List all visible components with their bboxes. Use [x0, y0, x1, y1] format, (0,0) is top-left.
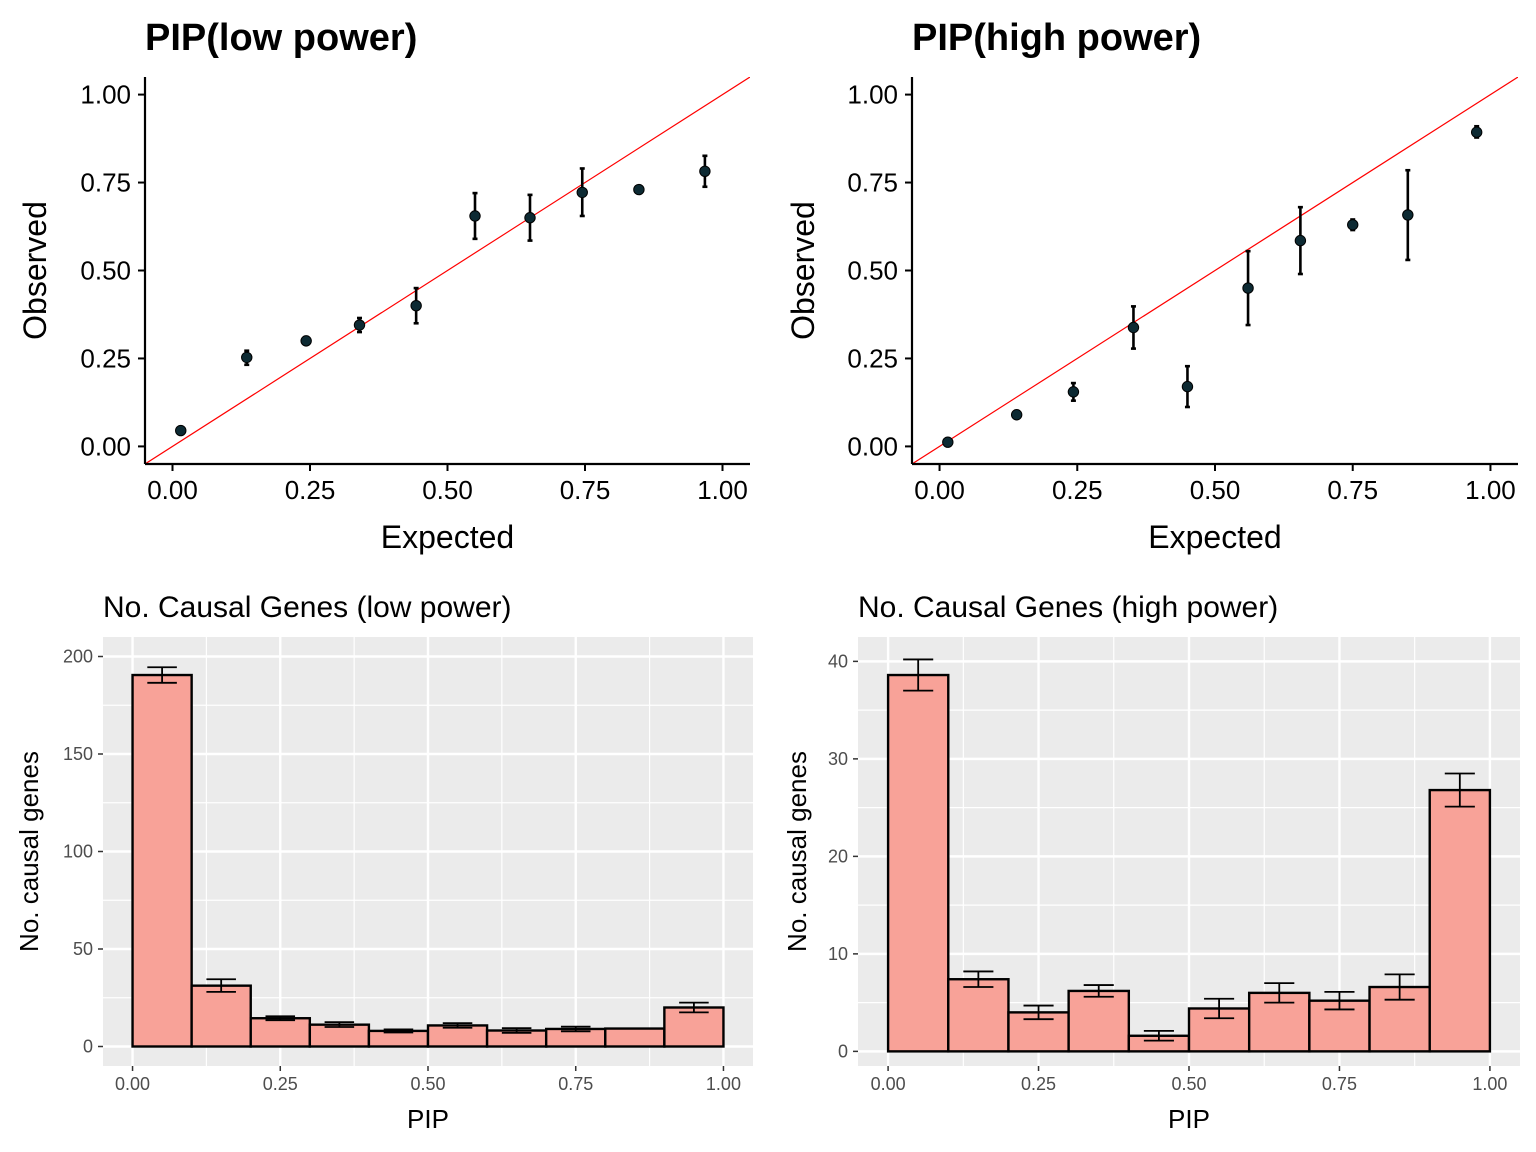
chart-panel-3: No. Causal Genes (low power) 0.00 0.25 0.50…: [14, 591, 753, 1134]
x-tick-label: 1.00: [1472, 1074, 1507, 1094]
reference-line: [145, 77, 750, 464]
y-axis-label: Observed: [785, 201, 821, 340]
x-tick-label: 0.50: [422, 475, 473, 505]
y-tick-label: 1.00: [80, 80, 131, 110]
x-tick-label: 1.00: [1465, 475, 1516, 505]
x-tick-label: 0.00: [914, 475, 965, 505]
y-tick-label: 0.75: [847, 168, 898, 198]
x-tick-label: 0.25: [1021, 1074, 1056, 1094]
data-point: [469, 210, 481, 222]
data-point: [1010, 409, 1023, 421]
x-tick-label: 0.00: [115, 1074, 150, 1094]
data-point: [1294, 234, 1307, 247]
data-point: [1242, 282, 1254, 294]
y-tick-label: 0: [838, 1041, 848, 1061]
x-axis-label: Expected: [381, 519, 514, 555]
y-tick-label: 200: [63, 647, 93, 667]
y-tick-label: 0.25: [847, 343, 898, 373]
y-axis-label: No. causal genes: [782, 751, 812, 952]
y-tick-label: 10: [828, 944, 848, 964]
y-tick-label: 1.00: [847, 80, 898, 110]
y-tick-label: 0.75: [80, 168, 131, 198]
chart-title: PIP(low power): [145, 17, 417, 59]
x-tick-label: 0.25: [1052, 475, 1103, 505]
y-tick-label: 0.50: [847, 256, 898, 286]
chart-title: No. Causal Genes (high power): [858, 591, 1278, 624]
x-tick-label: 0.50: [410, 1074, 445, 1094]
histogram-bar: [249, 1017, 312, 1048]
x-tick-label: 0.75: [1327, 475, 1378, 505]
x-tick-label: 0.50: [1171, 1074, 1206, 1094]
reference-line: [912, 77, 1518, 464]
x-tick-label: 0.50: [1190, 475, 1241, 505]
y-axis-label: No. causal genes: [14, 751, 44, 952]
data-point: [300, 335, 312, 347]
y-tick-label: 40: [828, 651, 848, 671]
chart-title: PIP(high power): [912, 17, 1201, 59]
data-point: [942, 436, 954, 448]
y-tick-label: 0.25: [80, 343, 131, 373]
data-point: [633, 183, 645, 196]
data-point: [1470, 126, 1483, 138]
data-point: [1181, 380, 1194, 393]
data-point: [1127, 321, 1140, 334]
histogram-bar: [604, 1027, 666, 1048]
histogram-bar: [308, 1023, 371, 1048]
histogram-bar: [1428, 788, 1492, 1053]
chart-panel-4: No. Causal Genes (high power) 0.00 0.25 0.5…: [782, 591, 1520, 1134]
histogram-bar: [886, 673, 950, 1053]
histogram-bar: [131, 673, 193, 1048]
data-point: [410, 299, 422, 312]
data-point: [699, 165, 711, 177]
x-tick-label: 0.75: [558, 1074, 593, 1094]
histogram-bar: [1067, 989, 1131, 1053]
data-point: [1402, 209, 1414, 221]
data-point: [1347, 219, 1359, 231]
histogram-bar: [190, 984, 252, 1048]
data-point: [524, 212, 536, 224]
x-tick-label: 1.00: [706, 1074, 741, 1094]
chart-title: No. Causal Genes (low power): [103, 591, 512, 624]
x-tick-label: 0.75: [1322, 1074, 1357, 1094]
y-axis-label: Observed: [17, 201, 53, 340]
data-point: [175, 424, 187, 437]
y-tick-label: 30: [828, 749, 848, 769]
histogram-bar: [947, 978, 1010, 1053]
y-tick-label: 0.00: [847, 431, 898, 461]
data-point: [353, 319, 366, 331]
x-tick-label: 0.00: [871, 1074, 906, 1094]
data-point: [576, 186, 588, 199]
y-tick-label: 100: [63, 842, 93, 862]
x-tick-label: 0.00: [147, 475, 198, 505]
x-tick-label: 0.75: [560, 475, 611, 505]
chart-panel-1: PIP(low power) 0.00 0.25 0.50 0.75 1.00 0.00 0.…: [17, 17, 750, 555]
data-point: [1067, 386, 1080, 398]
y-tick-label: 0.00: [80, 431, 131, 461]
x-tick-label: 1.00: [697, 475, 748, 505]
y-tick-label: 20: [828, 846, 848, 866]
y-tick-label: 150: [63, 744, 93, 764]
x-axis-label: PIP: [407, 1104, 449, 1134]
x-axis-label: Expected: [1148, 519, 1281, 555]
chart-panel-2: PIP(high power) 0.00 0.25 0.50 0.75 1.00 0.00 0…: [785, 17, 1518, 555]
histogram-bar: [663, 1006, 725, 1048]
y-tick-label: 0: [83, 1037, 93, 1057]
x-axis-label: PIP: [1168, 1104, 1210, 1134]
data-point: [241, 351, 253, 364]
y-tick-label: 0.50: [80, 256, 131, 286]
x-tick-label: 0.25: [263, 1074, 298, 1094]
y-tick-label: 50: [73, 939, 93, 959]
x-tick-label: 0.25: [285, 475, 336, 505]
